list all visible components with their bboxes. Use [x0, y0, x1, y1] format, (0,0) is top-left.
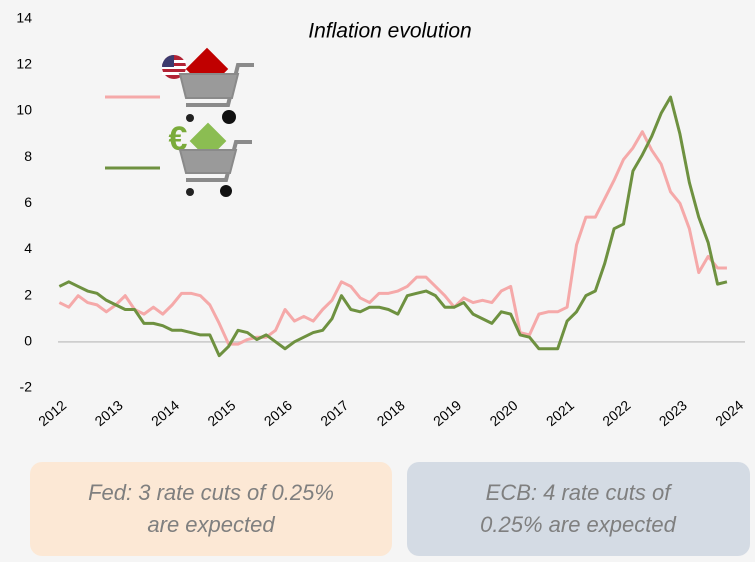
y-tick-label: 2	[24, 286, 32, 302]
cart-wheel	[186, 114, 194, 122]
y-tick-label: -2	[20, 379, 33, 395]
note-box	[407, 462, 750, 556]
y-tick-label: 6	[24, 194, 32, 210]
note-box	[30, 462, 392, 556]
y-tick-label: 14	[16, 9, 32, 25]
euro-icon: €	[169, 120, 188, 158]
series-line	[58, 130, 727, 346]
y-tick-label: 8	[24, 148, 32, 164]
y-tick-label: 12	[16, 55, 32, 71]
cart-icon	[178, 63, 254, 107]
note-text: are expected	[147, 512, 275, 537]
y-tick-label: 10	[16, 102, 32, 118]
legend: €	[105, 47, 254, 197]
note-text: Fed: 3 rate cuts of 0.25%	[88, 480, 334, 505]
note-text: ECB: 4 rate cuts of	[486, 480, 674, 505]
series-line	[58, 95, 728, 358]
note-text: 0.25% are expected	[480, 512, 676, 537]
chart-title: Inflation evolution	[308, 20, 471, 43]
cart-wheel	[186, 188, 194, 196]
y-tick-label: 0	[24, 333, 32, 349]
cart-wheel	[220, 185, 232, 197]
cart-wheel	[222, 110, 236, 124]
y-tick-label: 4	[24, 240, 32, 256]
cart-icon	[178, 140, 252, 182]
